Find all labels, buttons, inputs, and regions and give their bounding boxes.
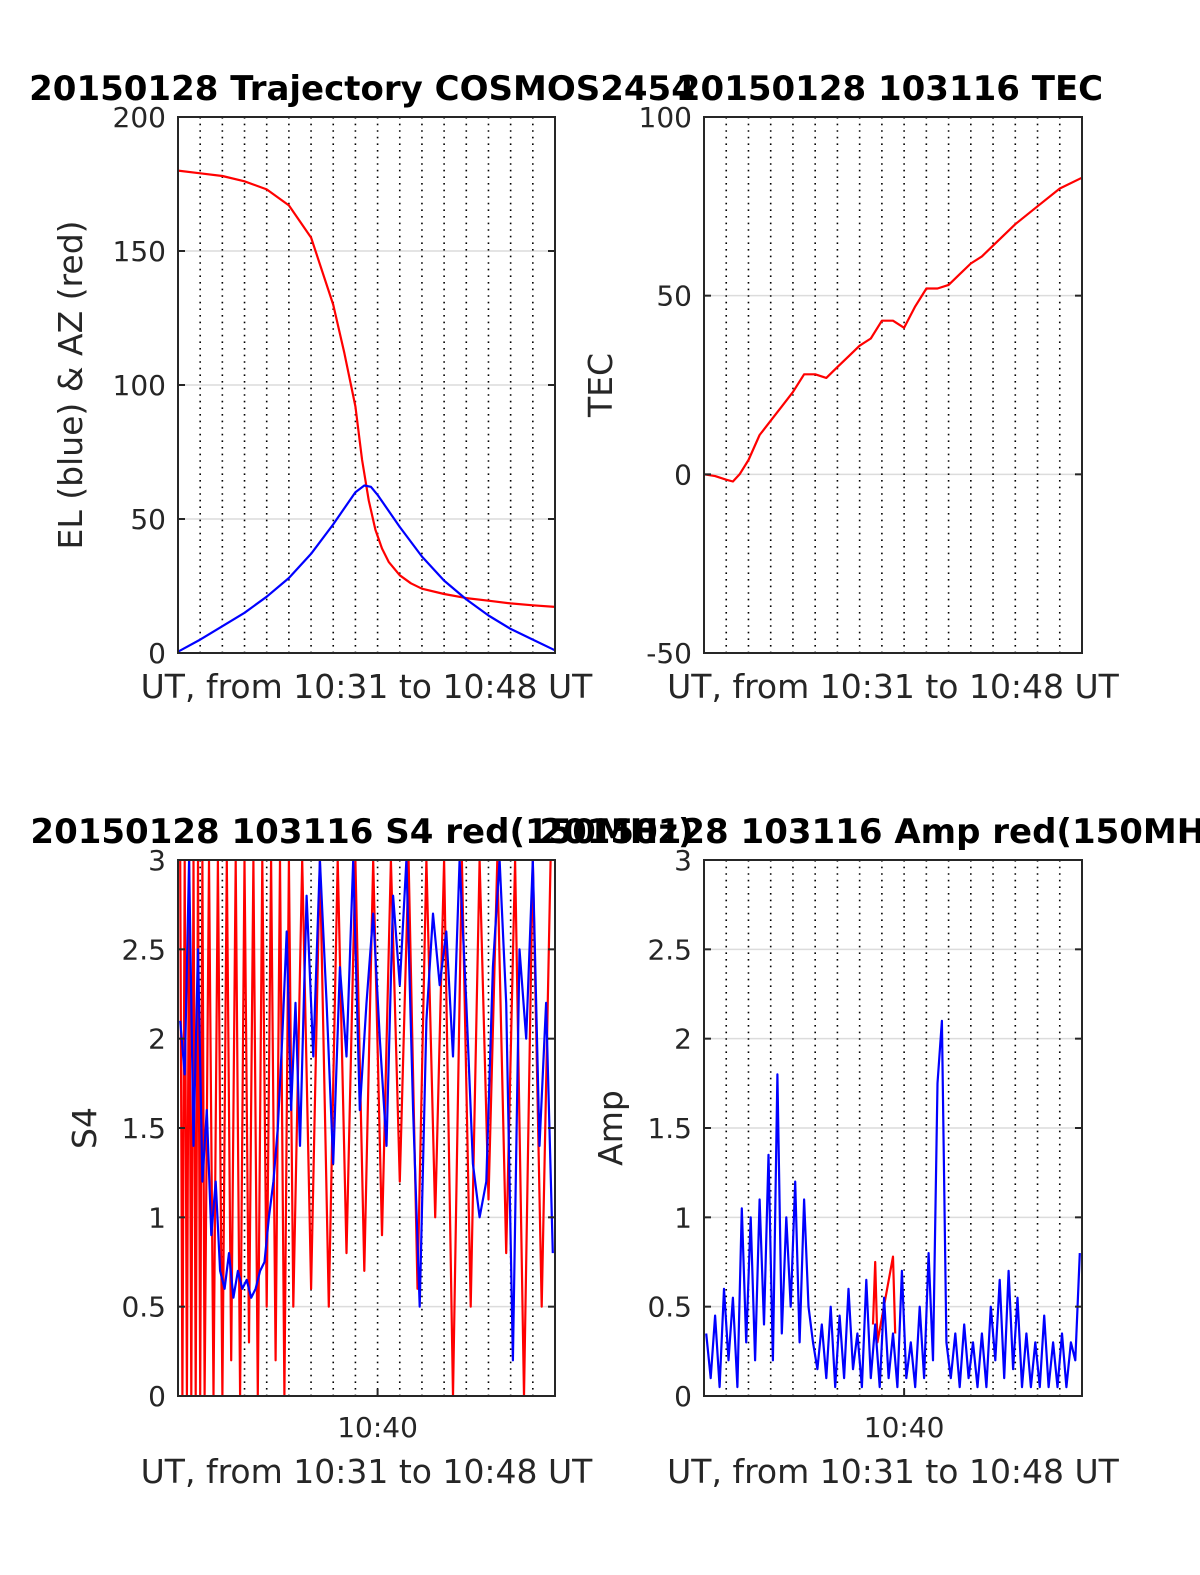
y-tick-label: 0 [148,1380,166,1413]
axes-box [703,116,1083,654]
chart-panel-1: 0 50 100 150 200 UT, from 10:31 to 10:48 UT EL… [29,69,695,706]
chart-panel-2: -50 0 50 100 UT, from 10:31 to 10:48 UT TEC 20… [581,69,1120,706]
y-tick-label: 1.5 [121,1112,166,1145]
y-tick-label: 50 [656,280,692,313]
x-axis-label: UT, from 10:31 to 10:48 UT [141,1452,594,1491]
y-tick-label: 0 [148,637,166,670]
chart-title: 20150128 103116 TEC [677,69,1103,109]
y-tick-label: 150 [113,235,166,268]
y-tick-label: 3 [148,844,166,877]
y-tick-label: 2.5 [121,933,166,966]
x-tick-label: 10:40 [864,1411,945,1444]
y-axis-label: EL (blue) & AZ (red) [51,220,90,549]
y-tick-label: 0 [674,458,692,491]
y-tick-label: 2 [674,1023,692,1056]
y-axis-label: Amp [591,1090,630,1166]
series-red-line [178,169,555,608]
x-axis-label: UT, from 10:31 to 10:48 UT [141,667,594,706]
chart-panel-3: 0 0.5 1 1.5 2 2.5 3 10:40 UT, from 10:31 to 10:4… [30,812,693,1491]
y-tick-label: 200 [113,101,166,134]
series-blue-line [178,484,555,653]
y-tick-label: 100 [113,369,166,402]
y-axis-label: S4 [65,1107,104,1149]
chart-title: 20150128 103116 S4 red(150MHz) [30,812,693,852]
series-red-line [704,176,1082,483]
x-axis-label: UT, from 10:31 to 10:48 UT [667,667,1120,706]
chart-title: 20150128 103116 Amp red(150MHz) [539,812,1200,852]
series-blue-line [179,860,554,1362]
y-tick-label: 1 [148,1201,166,1234]
y-tick-label: 100 [639,101,692,134]
x-tick-label: 10:40 [337,1411,418,1444]
y-tick-label: 0.5 [121,1291,166,1324]
x-axis-label: UT, from 10:31 to 10:48 UT [667,1452,1120,1491]
y-axis-label: TEC [581,353,620,418]
y-tick-label: 1.5 [647,1112,692,1145]
y-tick-label: -50 [646,637,692,670]
chart-title: 20150128 Trajectory COSMOS2454 [29,69,695,109]
series-blue-line [705,1019,1081,1389]
y-tick-label: 50 [130,503,166,536]
chart-panel-4: 0 0.5 1 1.5 2 2.5 3 10:40 UT, from 10:31 to 10:4… [539,812,1200,1491]
y-tick-label: 2.5 [647,933,692,966]
y-tick-label: 0.5 [647,1291,692,1324]
y-tick-label: 2 [148,1023,166,1056]
y-tick-label: 3 [674,844,692,877]
y-tick-label: 1 [674,1201,692,1234]
y-tick-label: 0 [674,1380,692,1413]
